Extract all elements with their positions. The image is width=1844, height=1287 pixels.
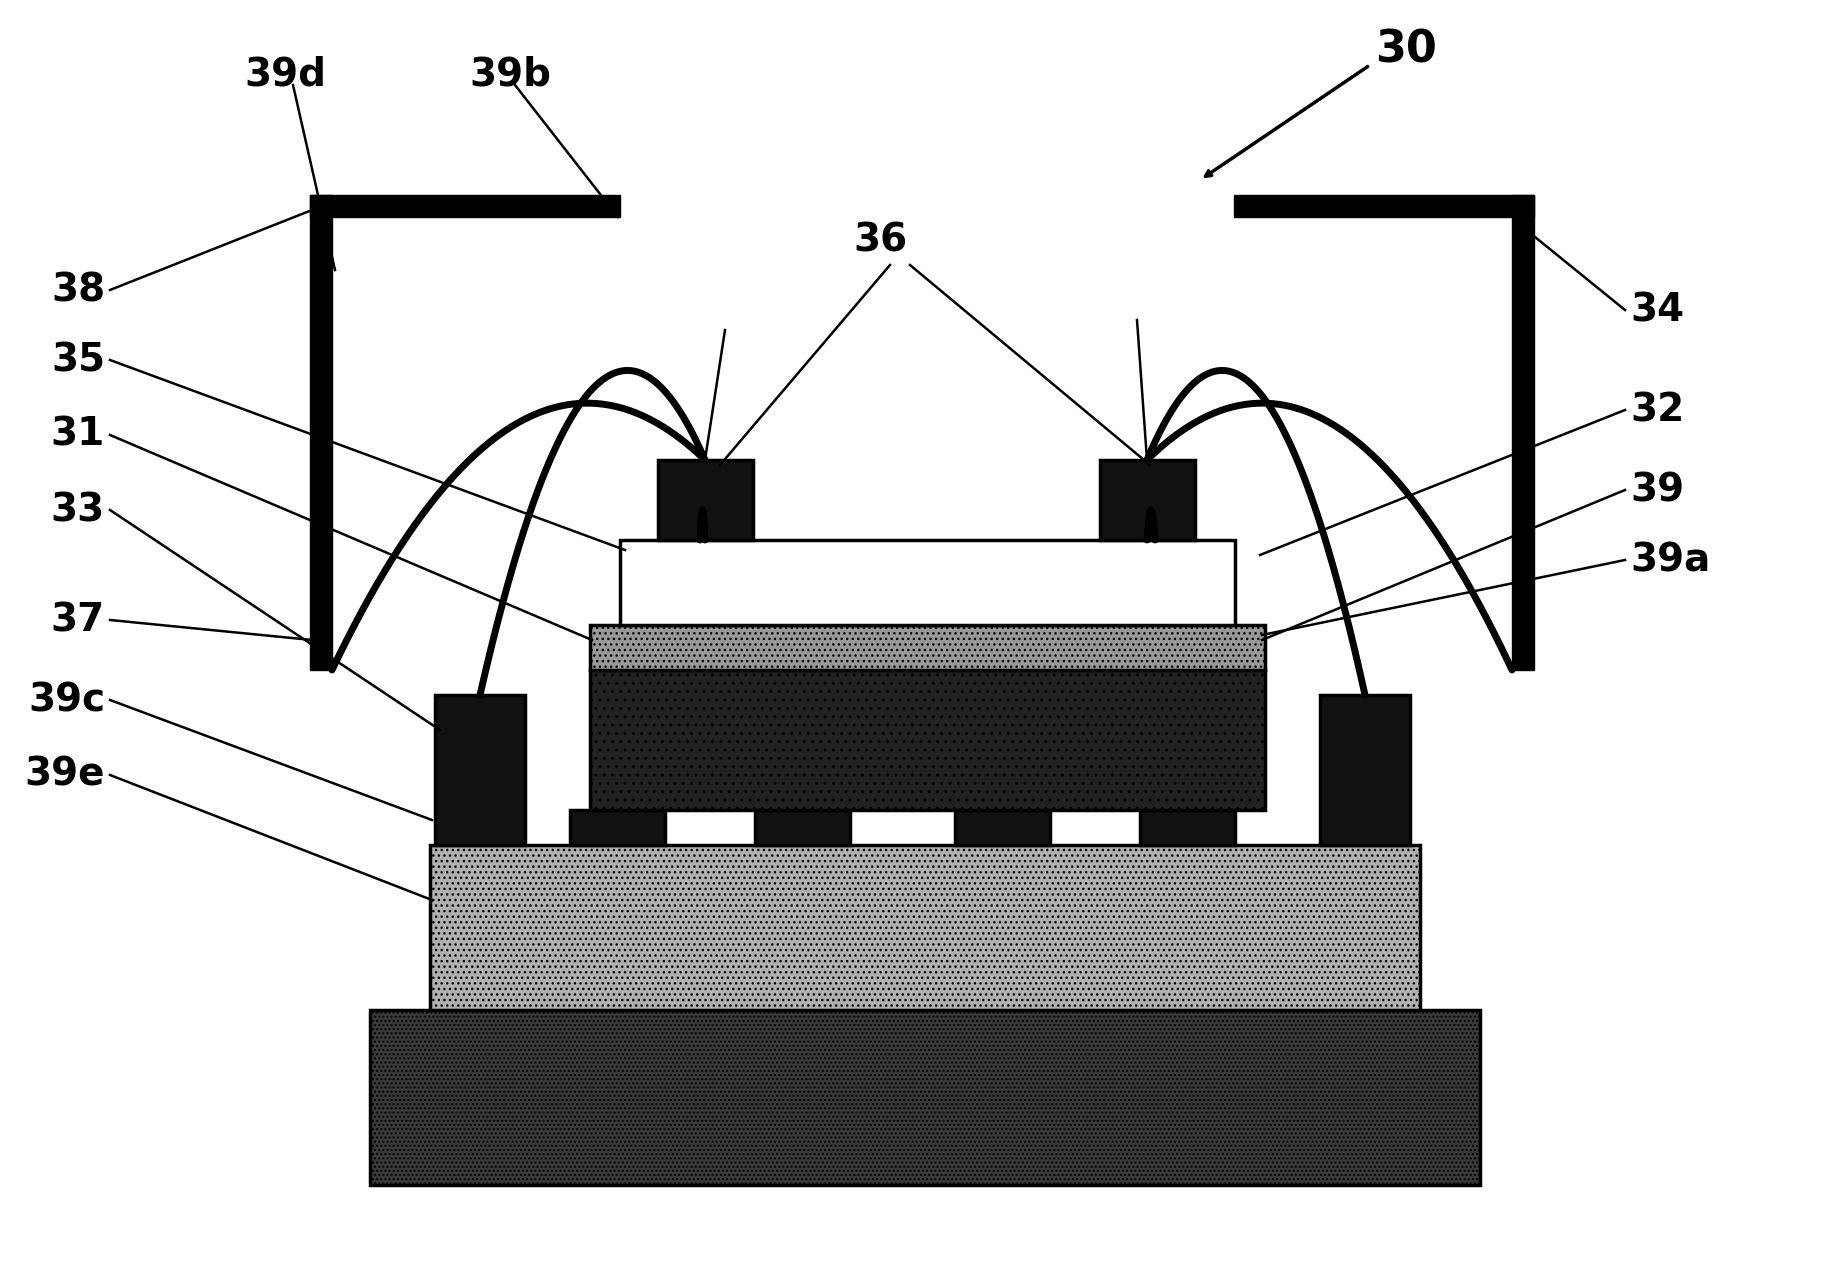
Bar [590, 625, 1265, 671]
Bar [955, 810, 1049, 846]
Text: 39c: 39c [28, 681, 105, 719]
Text: 39e: 39e [24, 755, 105, 794]
Bar [1234, 196, 1534, 218]
Text: 39a: 39a [1630, 541, 1709, 579]
Bar [1101, 459, 1195, 541]
Text: 30: 30 [1376, 28, 1436, 72]
Bar [1320, 695, 1411, 846]
Text: 32: 32 [1630, 391, 1684, 429]
Bar [1512, 196, 1534, 671]
Bar [310, 196, 332, 671]
Text: 31: 31 [52, 416, 105, 454]
Text: 34: 34 [1630, 291, 1684, 329]
Text: 35: 35 [52, 341, 105, 378]
Text: 39b: 39b [468, 57, 551, 94]
Bar [435, 695, 526, 846]
Bar [570, 810, 666, 846]
Bar [658, 459, 752, 541]
Bar [590, 671, 1265, 810]
Bar [371, 1010, 1481, 1185]
Bar [754, 810, 850, 846]
Text: 37: 37 [52, 601, 105, 640]
Text: 36: 36 [854, 221, 907, 259]
Bar [1140, 810, 1235, 846]
Text: 39: 39 [1630, 471, 1684, 508]
Bar [430, 846, 1420, 1010]
Bar [620, 541, 1235, 625]
Text: 38: 38 [52, 272, 105, 309]
Bar [310, 196, 620, 218]
Text: 33: 33 [52, 492, 105, 529]
Text: 39d: 39d [243, 57, 326, 94]
